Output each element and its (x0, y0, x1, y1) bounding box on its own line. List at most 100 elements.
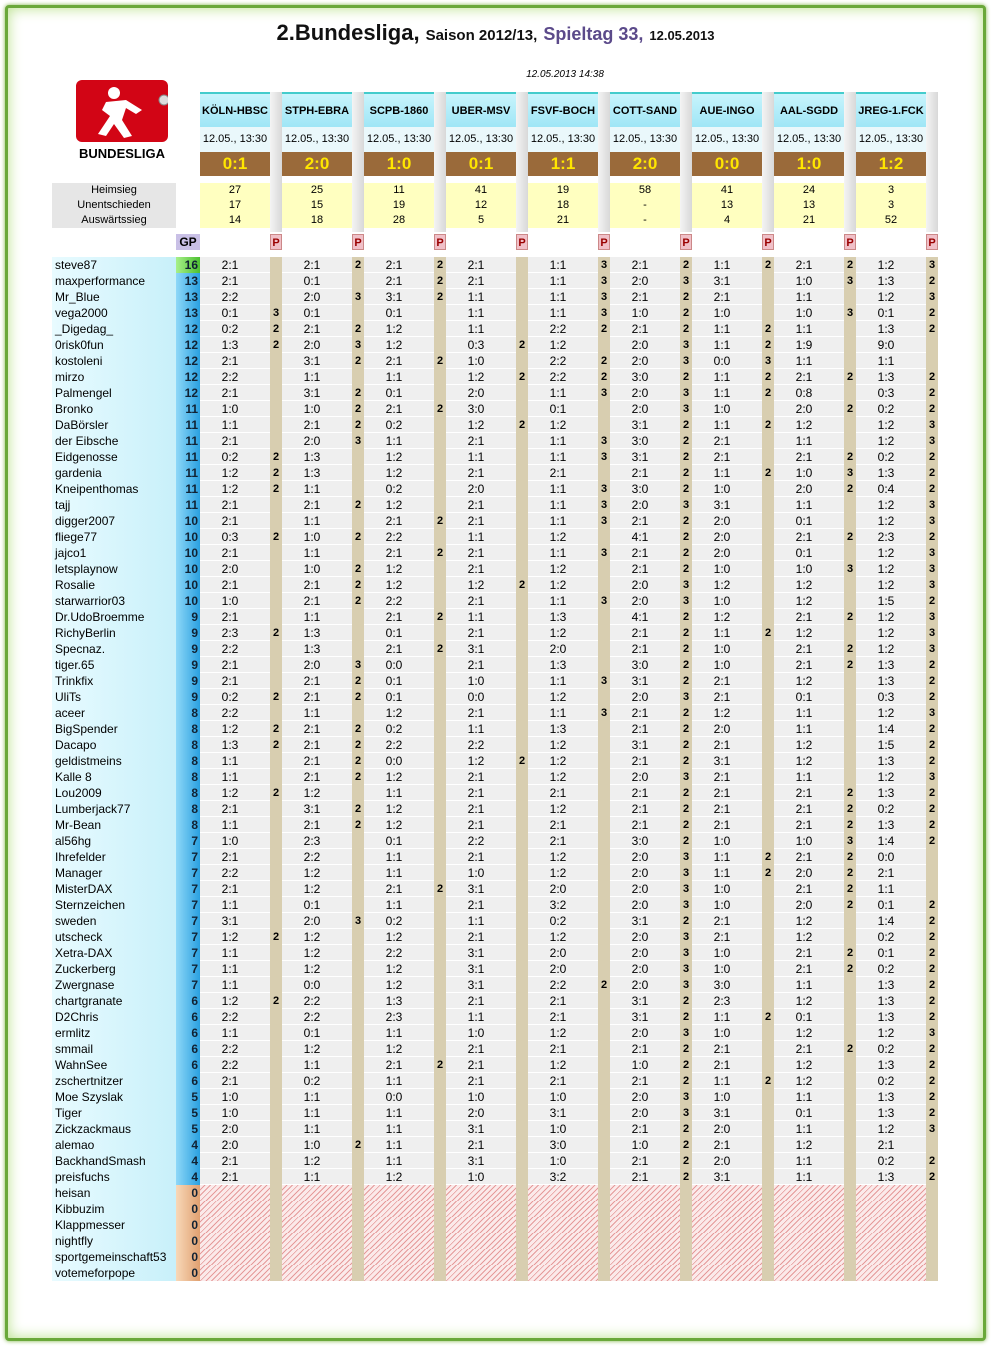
tip: 1:0 (282, 1137, 352, 1153)
stat-value: 13 (692, 198, 762, 213)
tip: 2:1 (282, 417, 352, 433)
tip-points (516, 1073, 528, 1089)
tip: 0:2 (856, 1073, 926, 1089)
tip-points: 2 (270, 785, 282, 801)
tip-points: 2 (844, 257, 856, 273)
tip-points: 2 (434, 609, 446, 625)
tip-points: 2 (434, 401, 446, 417)
tip: 2:0 (774, 897, 844, 913)
tip-points (352, 929, 364, 945)
tip-points (844, 1137, 856, 1153)
tip: 2:0 (610, 897, 680, 913)
tip: 3:1 (610, 673, 680, 689)
tip-points: 2 (516, 337, 528, 353)
tip-points (516, 1041, 528, 1057)
tip: 2:1 (364, 257, 434, 273)
tip: 4:1 (610, 609, 680, 625)
tip-points: 2 (926, 529, 938, 545)
tip-points (516, 465, 528, 481)
tip-points (762, 497, 774, 513)
tip: 2:1 (692, 1137, 762, 1153)
tip: 2:0 (774, 865, 844, 881)
tip: 1:2 (774, 1073, 844, 1089)
tip: 2:0 (610, 337, 680, 353)
no-tip (364, 1217, 434, 1233)
tip: 2:1 (610, 561, 680, 577)
points-header: P (352, 234, 364, 250)
tip-points (516, 497, 528, 513)
tip-points (762, 433, 774, 449)
tip-points (270, 417, 282, 433)
tip-points (844, 689, 856, 705)
tip: 3:1 (692, 1169, 762, 1185)
tip: 2:0 (282, 913, 352, 929)
player-name: fliege77 (52, 529, 176, 545)
player-name: Kalle 8 (52, 769, 176, 785)
tip-points (844, 1121, 856, 1137)
tip: 1:2 (200, 465, 270, 481)
player-gp: 0 (176, 1201, 200, 1217)
tip: 2:1 (774, 817, 844, 833)
tip: 1:2 (446, 753, 516, 769)
tip: 0:1 (856, 305, 926, 321)
player-gp: 7 (176, 977, 200, 993)
tip: 2:1 (282, 737, 352, 753)
tip: 1:2 (364, 321, 434, 337)
tip: 1:1 (446, 305, 516, 321)
tip-points (352, 1185, 364, 1201)
tip: 1:0 (692, 945, 762, 961)
tip-points (844, 1201, 856, 1217)
tip-points: 2 (352, 753, 364, 769)
tip: 1:1 (446, 609, 516, 625)
tip: 1:1 (774, 497, 844, 513)
tip-points: 2 (844, 401, 856, 417)
stat-value: 19 (528, 183, 598, 198)
tip: 1:3 (856, 1057, 926, 1073)
tip-points: 2 (598, 977, 610, 993)
tip: 1:5 (856, 737, 926, 753)
tip: 0:0 (446, 689, 516, 705)
player-name: Rosalie (52, 577, 176, 593)
tip: 1:1 (282, 1169, 352, 1185)
tip: 0:2 (364, 417, 434, 433)
tip: 1:1 (364, 865, 434, 881)
stat-value: 12 (446, 198, 516, 213)
player-gp: 7 (176, 929, 200, 945)
tip-points (926, 1265, 938, 1281)
tip-points (516, 961, 528, 977)
tip: 2:2 (200, 289, 270, 305)
stat-value: 25 (282, 183, 352, 198)
tip: 1:3 (856, 321, 926, 337)
tip: 1:0 (692, 401, 762, 417)
tip: 1:0 (692, 561, 762, 577)
tip-points (516, 1121, 528, 1137)
stat-value: 18 (528, 198, 598, 213)
tip-points (434, 1249, 446, 1265)
tip: 2:1 (200, 385, 270, 401)
tip: 1:3 (282, 641, 352, 657)
tip-points: 3 (680, 865, 692, 881)
tip: 2:0 (610, 849, 680, 865)
match-result: 1:0 (774, 152, 844, 176)
tip-points: 2 (680, 673, 692, 689)
tip: 2:0 (528, 641, 598, 657)
tip-points: 2 (926, 929, 938, 945)
player-gp: 10 (176, 561, 200, 577)
tip: 2:1 (446, 513, 516, 529)
tip: 1:3 (856, 369, 926, 385)
tip: 1:3 (282, 449, 352, 465)
tip-points (352, 785, 364, 801)
tip-points: 2 (680, 529, 692, 545)
player-gp: 7 (176, 961, 200, 977)
tip-points (352, 977, 364, 993)
player-name: Palmengel (52, 385, 176, 401)
tip: 0:1 (364, 833, 434, 849)
tip-points (926, 849, 938, 865)
tip: 2:2 (282, 849, 352, 865)
tip: 1:0 (692, 481, 762, 497)
tip: 3:0 (610, 657, 680, 673)
tip: 1:2 (774, 929, 844, 945)
no-tip (446, 1233, 516, 1249)
match-date: 12.05., 13:30 (200, 127, 270, 152)
tip-points: 3 (926, 609, 938, 625)
